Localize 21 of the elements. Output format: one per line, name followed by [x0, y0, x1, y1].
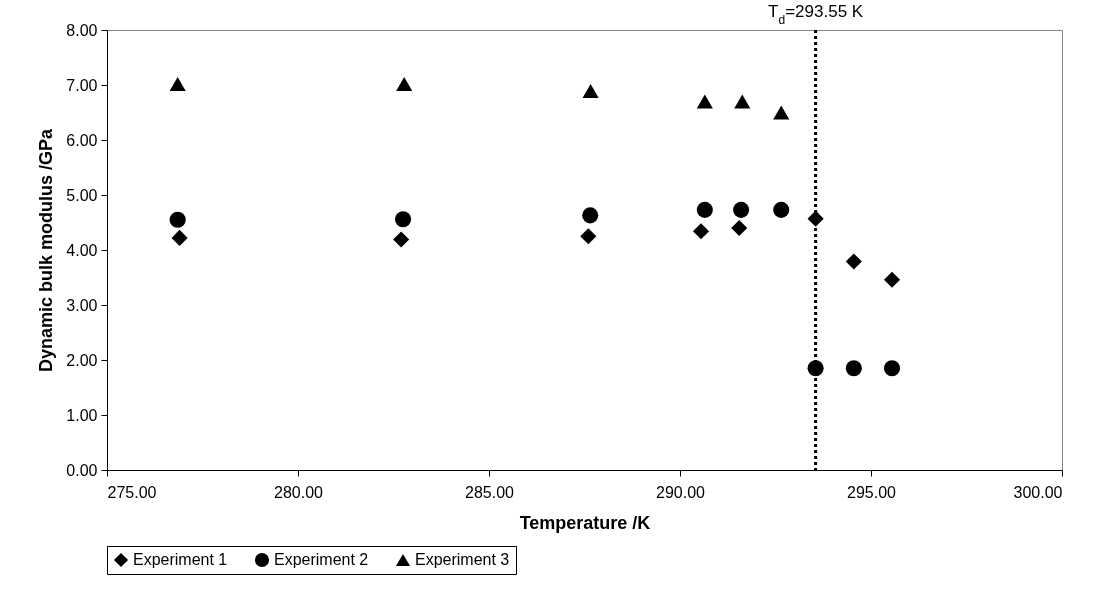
x-tick-label: 285.00: [465, 483, 515, 501]
y-tick-label: 7.00: [66, 76, 98, 94]
legend-label: Experiment 3: [415, 551, 510, 568]
x-tick-label: 290.00: [656, 483, 706, 501]
y-tick-label: 3.00: [66, 296, 98, 314]
y-axis-title: Dynamic bulk modulus /GPa: [36, 127, 57, 373]
x-axis-title: Temperature /K: [519, 512, 651, 533]
x-tick-label: 295.00: [847, 483, 897, 501]
y-tick-label: 5.00: [66, 186, 98, 204]
legend-label: Experiment 2: [274, 551, 369, 568]
legend-label: Experiment 1: [133, 551, 228, 568]
x-tick-label: 280.00: [274, 483, 324, 501]
y-tick-label: 8.00: [66, 21, 98, 39]
x-tick-label: 275.00: [107, 483, 157, 501]
y-tick-label: 6.00: [66, 131, 98, 149]
y-tick-label: 4.00: [66, 241, 98, 259]
x-tick-label: 300.00: [1013, 483, 1063, 501]
y-tick-label: 2.00: [66, 351, 98, 369]
ref-line-label: T$_{d}$=293.55 K: [768, 2, 864, 27]
y-tick-label: 1.00: [66, 406, 98, 424]
y-tick-label: 0.00: [66, 461, 98, 479]
